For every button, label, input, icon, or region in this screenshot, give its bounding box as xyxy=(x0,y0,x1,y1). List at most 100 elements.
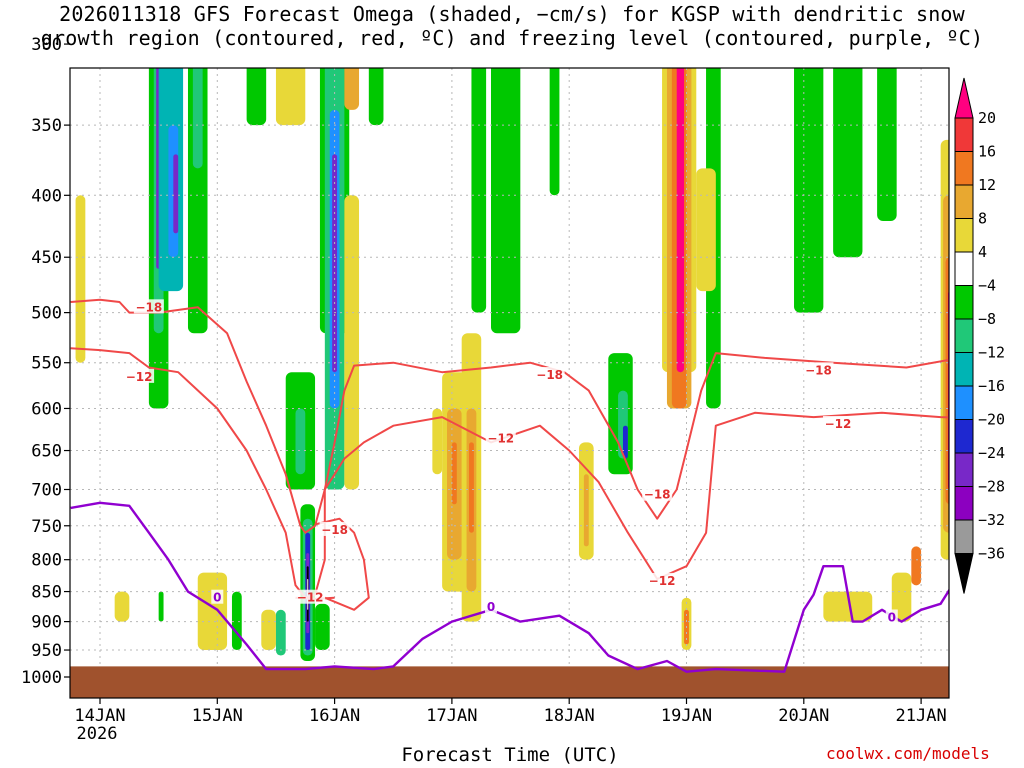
dgz-label-bg xyxy=(534,366,565,381)
omega-cell xyxy=(823,591,873,622)
dgz-contour-label: −18 xyxy=(644,488,671,502)
y-tick-label: 1000 xyxy=(21,668,62,688)
dgz-contour-label: −12 xyxy=(487,431,514,445)
freezing-label-bg xyxy=(211,589,224,604)
dgz-contour-label: −12 xyxy=(297,591,324,605)
colorbar-label: −36 xyxy=(978,545,1005,563)
colorbar-segment xyxy=(954,218,974,253)
colorbar-segment xyxy=(954,285,974,320)
dgz-contour-label: −18 xyxy=(536,368,563,382)
freezing-contour-label: 0 xyxy=(487,600,495,614)
omega-cell xyxy=(891,572,912,622)
colorbar-label: 12 xyxy=(978,176,996,194)
credit-link[interactable]: coolwx.com/models xyxy=(826,744,990,763)
y-tick-label: 900 xyxy=(31,613,62,633)
omega-cell xyxy=(192,68,203,169)
ground-layer xyxy=(70,666,949,698)
ground-fill xyxy=(70,666,949,698)
colorbar-top-arrow xyxy=(954,77,974,119)
omega-shading-layer xyxy=(75,0,965,661)
colorbar-segment xyxy=(954,318,974,353)
omega-cell xyxy=(347,0,357,44)
colorbar-segment xyxy=(954,184,974,219)
colorbar-label: −28 xyxy=(978,478,1005,496)
omega-cell xyxy=(75,195,86,363)
dgz-label-bg xyxy=(642,486,673,501)
x-tick-label: 20JAN xyxy=(778,706,829,726)
omega-cell xyxy=(469,442,474,533)
omega-cell xyxy=(945,257,949,505)
title-line-1: 2026011318 GFS Forecast Omega (shaded, −… xyxy=(59,2,965,26)
y-tick-label: 950 xyxy=(31,641,62,661)
dgz-label-bg xyxy=(647,572,678,587)
omega-cell xyxy=(197,572,228,651)
dgz-contour-label: −18 xyxy=(135,300,162,314)
dgz-label-bg xyxy=(319,521,350,536)
omega-cell xyxy=(451,442,457,505)
freezing-contour-label: 0 xyxy=(888,611,896,625)
colorbar-bottom-arrow xyxy=(954,553,974,594)
omega-cell xyxy=(491,68,521,334)
omega-cell xyxy=(295,408,306,475)
dgz-label-bg xyxy=(124,368,155,383)
y-tick-label: 350 xyxy=(31,116,62,136)
omega-cell xyxy=(173,154,179,234)
y-tick-label: 700 xyxy=(31,480,62,500)
colorbar-segment xyxy=(954,352,974,387)
omega-cell xyxy=(344,195,360,490)
omega-cell xyxy=(794,68,824,313)
freezing-contour-label: 0 xyxy=(213,591,221,605)
x-tick-label: 15JAN xyxy=(192,706,243,726)
omega-cell xyxy=(275,68,306,126)
omega-cell xyxy=(955,598,965,645)
dgz-contour-label: −18 xyxy=(321,523,348,537)
x-axis-label: Forecast Time (UTC) xyxy=(401,744,619,766)
colorbar-label: 4 xyxy=(978,243,987,261)
omega-cell xyxy=(549,68,560,196)
colorbar-label: 20 xyxy=(978,109,996,127)
y-tick-label: 300 xyxy=(31,35,62,55)
dgz-label-bg xyxy=(133,299,164,314)
omega-cell xyxy=(696,168,716,292)
colorbar-label: −12 xyxy=(978,344,1005,362)
colorbar-segment xyxy=(954,519,974,554)
y-tick-label: 400 xyxy=(31,186,62,206)
omega-cell xyxy=(261,609,276,651)
omega-cell xyxy=(275,609,286,656)
colorbar-segment xyxy=(954,151,974,186)
grid-lines xyxy=(70,68,949,698)
y-tick-label: 500 xyxy=(31,304,62,324)
colorbar-segment xyxy=(954,117,974,152)
y-tick-label: 550 xyxy=(31,354,62,374)
dgz-contour-line xyxy=(314,517,370,611)
x-tick-label: 18JAN xyxy=(544,706,595,726)
dgz-contour-line xyxy=(70,347,949,599)
y-axis: 2503003504004505005506006507007508008509… xyxy=(21,35,70,688)
omega-cell xyxy=(877,68,897,221)
y-tick-label: 650 xyxy=(31,442,62,462)
colorbar-segment xyxy=(954,452,974,487)
omega-cell xyxy=(332,154,338,373)
colorbar-segment xyxy=(954,251,974,286)
colorbar-segment xyxy=(954,419,974,454)
chart-title: 2026011318 GFS Forecast Omega (shaded, −… xyxy=(0,2,1024,50)
omega-cell xyxy=(676,68,685,373)
omega-cell xyxy=(231,591,242,651)
title-line-2: growth region (contoured, red, ºC) and f… xyxy=(40,26,984,50)
x-tick-label: 16JAN xyxy=(309,706,360,726)
colorbar-label: −32 xyxy=(978,511,1005,529)
colorbar-label: 16 xyxy=(978,143,996,161)
dgz-label-bg xyxy=(295,589,326,604)
dgz-contour-label: −12 xyxy=(825,417,852,431)
omega-cell xyxy=(114,591,130,622)
colorbar-label: −16 xyxy=(978,377,1005,395)
colorbar-label: −20 xyxy=(978,411,1005,429)
colorbar-label: 8 xyxy=(978,210,987,228)
y-tick-label: 800 xyxy=(31,551,62,571)
dgz-contour-label: −12 xyxy=(126,370,153,384)
omega-cell xyxy=(368,68,384,126)
omega-cell xyxy=(911,546,922,586)
dgz-label-bg xyxy=(823,415,854,430)
freezing-label-bg xyxy=(485,598,497,613)
